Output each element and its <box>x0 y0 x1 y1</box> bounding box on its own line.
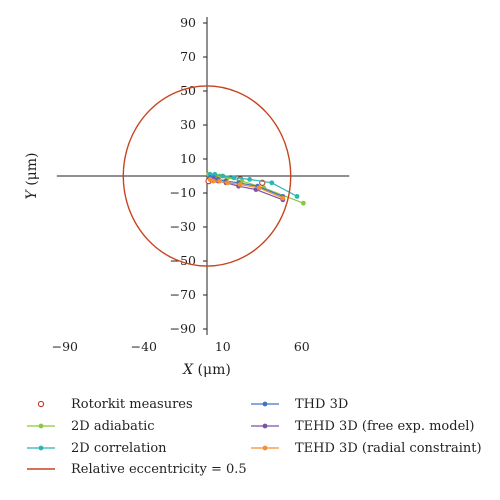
y-axis-var: Y <box>24 189 40 200</box>
data-point <box>220 173 226 179</box>
y-tick-label: −10 <box>170 185 196 200</box>
y-tick-label: −30 <box>170 219 196 234</box>
series-relative-eccentricity-0-5 <box>122 85 292 267</box>
legend-marker <box>262 423 268 429</box>
y-tick-label: −90 <box>170 321 196 336</box>
legend-marker <box>262 445 268 451</box>
legend-item-thd-3d: THD 3D <box>251 397 348 412</box>
data-point <box>207 171 213 177</box>
legend-item-tehd-3d-radial-constraint: TEHD 3D (radial constraint) <box>251 441 482 456</box>
data-point <box>247 177 253 182</box>
series-2d-correlation <box>207 171 300 199</box>
data-point <box>231 175 237 181</box>
x-tick-labels: −90 −40 10 60 <box>52 339 310 354</box>
data-point <box>237 182 243 187</box>
y-axis-title: Y (μm) <box>24 153 40 200</box>
axes <box>56 17 350 335</box>
legend-label: Relative eccentricity = 0.5 <box>71 462 247 477</box>
series-tehd-3d-radial-constraint <box>207 177 286 201</box>
legend-item-2d-correlation: 2D correlation <box>27 441 167 456</box>
legend-label: THD 3D <box>295 397 348 412</box>
y-tick-label: 30 <box>180 117 196 132</box>
y-axis-unit: (μm) <box>24 153 40 191</box>
legend-marker <box>262 401 268 407</box>
data-point <box>256 185 262 191</box>
legend-item-2d-adiabatic: 2D adiabatic <box>27 419 155 434</box>
legend-item-rotorkit-measures: Rotorkit measures <box>37 397 193 412</box>
plot-area <box>122 85 306 267</box>
data-point <box>300 200 306 206</box>
x-tick-label: 60 <box>294 339 310 354</box>
data-point <box>225 180 230 186</box>
x-tick-label: −90 <box>52 339 78 354</box>
x-axis-title: X (μm) <box>182 362 231 378</box>
y-tick-label: 10 <box>180 151 196 166</box>
x-axis-unit: (μm) <box>193 362 231 378</box>
x-tick-label: 10 <box>215 339 231 354</box>
data-point <box>280 195 286 201</box>
legend-label: Rotorkit measures <box>71 397 193 412</box>
legend-label: TEHD 3D (radial constraint) <box>295 441 482 456</box>
data-point <box>217 178 223 184</box>
eccentricity-circle <box>122 85 292 267</box>
y-tick-label: 90 <box>180 15 196 30</box>
legend-item-tehd-3d-free-exp-model: TEHD 3D (free exp. model) <box>251 419 475 434</box>
x-tick-label: −40 <box>131 339 157 354</box>
legend-label: 2D correlation <box>71 441 167 456</box>
y-tick-label: −70 <box>170 287 196 302</box>
legend-label: 2D adiabatic <box>71 419 155 434</box>
data-point <box>294 194 300 199</box>
legend-item-relative-eccentricity-0-5: Relative eccentricity = 0.5 <box>27 462 247 477</box>
legend: Rotorkit measures 2D adiabatic 2D correlat… <box>27 397 482 477</box>
data-point <box>210 178 216 184</box>
legend-marker <box>37 400 45 408</box>
legend-marker <box>38 445 44 451</box>
y-tick-label: 70 <box>180 49 196 64</box>
y-tick-label: −50 <box>170 253 196 268</box>
data-point <box>269 180 275 186</box>
x-axis-var: X <box>182 362 194 378</box>
legend-label: TEHD 3D (free exp. model) <box>295 419 475 434</box>
legend-marker <box>38 423 44 429</box>
